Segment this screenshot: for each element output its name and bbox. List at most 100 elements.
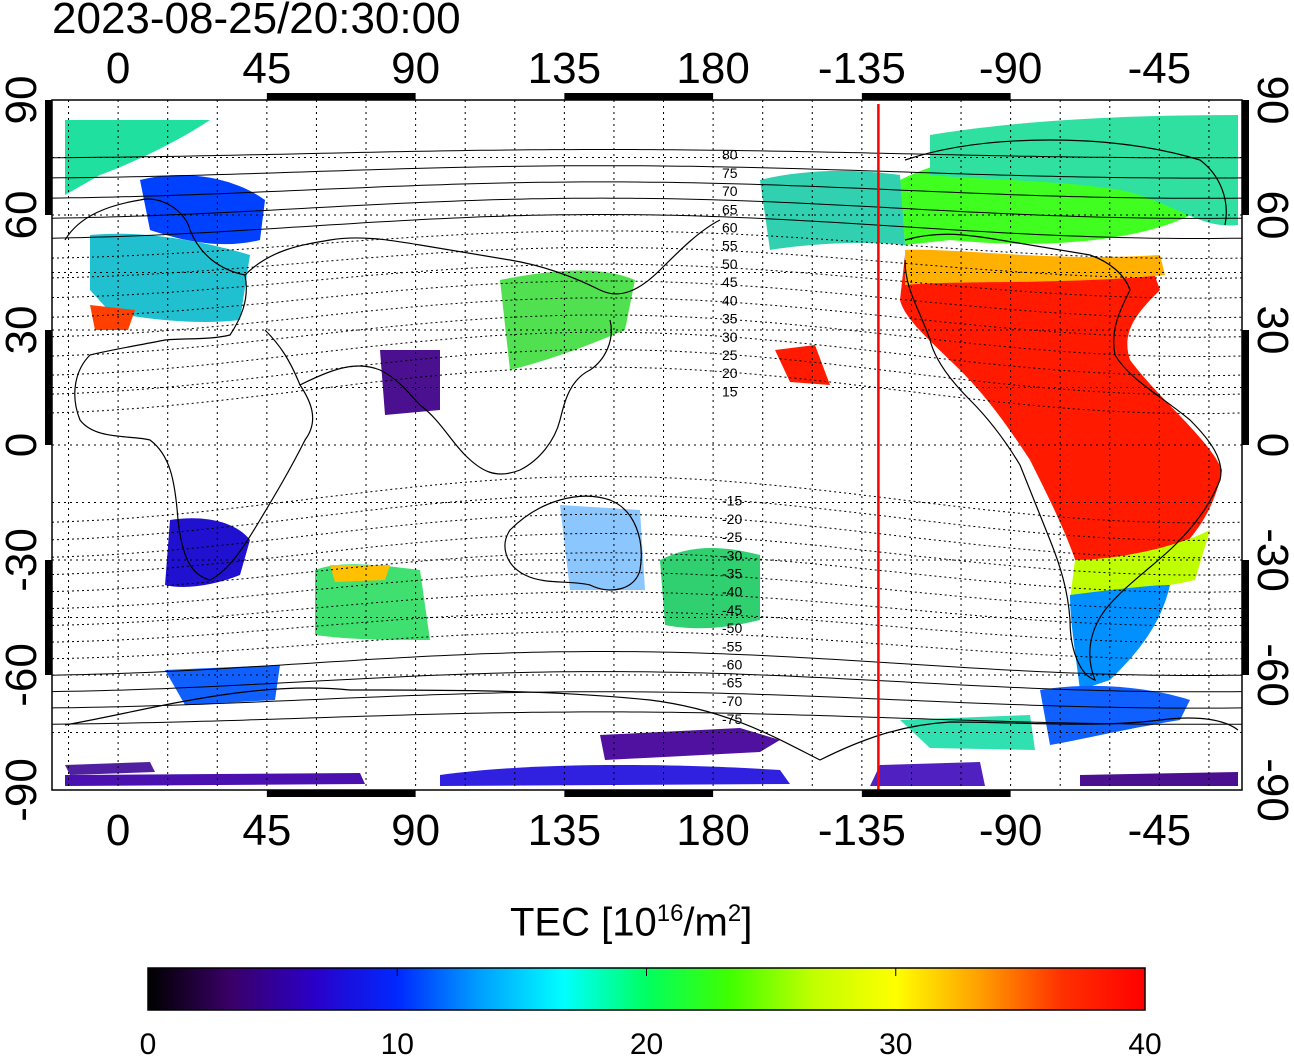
magnetic-contour — [51, 165, 1243, 179]
tec-region-antarctic-1 — [65, 762, 155, 775]
colorbar-tick-label: 40 — [1128, 1028, 1161, 1057]
magnetic-latitude-label: -65 — [722, 675, 742, 691]
magnetic-latitude-label: -55 — [722, 638, 742, 654]
colorbar-title-exp1: 16 — [656, 900, 684, 927]
axis-bar-bottom — [564, 790, 714, 797]
tec-region-americas — [900, 255, 1222, 575]
top-longitude-label: 45 — [242, 44, 291, 93]
magnetic-contour — [51, 263, 1243, 299]
bottom-longitude-label: 135 — [528, 806, 601, 855]
top-longitude-label: -90 — [979, 44, 1043, 93]
axis-bar-bottom — [266, 790, 416, 797]
left-latitude-label: 60 — [0, 191, 46, 240]
right-latitude-label: 0 — [1248, 433, 1294, 457]
bottom-longitude-labels: 0 45 90 135 180 -135 -90 -45 — [106, 806, 1191, 855]
axis-bar-right — [1242, 100, 1249, 215]
top-longitude-label: 0 — [106, 44, 130, 93]
tec-region-newzealand — [660, 548, 760, 629]
magnetic-latitude-label: -60 — [722, 657, 742, 673]
axis-bars — [45, 93, 1249, 797]
magnetic-latitude-label: -45 — [722, 602, 742, 618]
magnetic-latitude-label: -75 — [722, 711, 742, 727]
bottom-longitude-label: -90 — [979, 806, 1043, 855]
magnetic-latitude-label: 20 — [722, 365, 738, 381]
axis-bar-top — [564, 93, 714, 100]
tec-region-antarctic-3 — [440, 765, 790, 786]
magnetic-contour — [51, 230, 1243, 259]
bottom-longitude-label: 90 — [391, 806, 440, 855]
colorbar-tick-label: 30 — [879, 1028, 912, 1057]
coastline-asia — [244, 219, 721, 475]
magnetic-contour — [51, 631, 1243, 660]
right-latitude-label: 30 — [1248, 306, 1294, 355]
left-latitude-labels: 90 60 30 0 -30 -60 -90 — [0, 76, 46, 822]
magnetic-contour — [51, 366, 1243, 415]
axis-bar-right — [1242, 330, 1249, 445]
magnetic-contour — [51, 611, 1243, 643]
magnetic-contour — [51, 214, 1243, 239]
map-title: 2023-08-25/20:30:00 — [52, 0, 461, 43]
tec-region-scandinavia — [140, 175, 265, 245]
magnetic-contour — [51, 181, 1243, 199]
magnetic-latitude-label: 65 — [722, 201, 738, 217]
tec-region-hawaii — [775, 345, 830, 385]
right-latitude-labels: 90 60 30 0 -30 -60 -90 — [1248, 76, 1294, 822]
tec-region-antarctic-penin — [1040, 685, 1190, 745]
left-latitude-label: -60 — [0, 643, 46, 707]
magnetic-latitude-label: 30 — [722, 329, 738, 345]
colorbar-title-exp2: 2 — [727, 900, 742, 927]
magnetic-latitude-labels: 80 75 70 65 60 55 50 45 40 35 30 25 20 15 -15 -20 -25 -30… — [722, 147, 742, 727]
coastline-antarctica — [64, 687, 1239, 761]
tec-region-antarctic-5 — [870, 762, 985, 786]
colorbar-title-unit: /m — [683, 900, 728, 945]
magnetic-contour — [51, 247, 1243, 279]
bottom-longitude-label: 180 — [676, 806, 749, 855]
tec-data-layer — [65, 115, 1238, 786]
tec-region-japan — [500, 270, 635, 370]
magnetic-latitude-label: -25 — [722, 529, 742, 545]
right-latitude-label: -60 — [1248, 643, 1294, 707]
bottom-longitude-label: -135 — [818, 806, 906, 855]
magnetic-latitude-label: 35 — [722, 311, 738, 327]
magnetic-latitude-label: -35 — [722, 566, 742, 582]
magnetic-contour — [52, 149, 1243, 159]
magnetic-latitude-label: 70 — [722, 183, 738, 199]
tec-region-europe — [90, 233, 250, 323]
axis-bar-left — [45, 330, 52, 445]
colorbar-title-main: TEC [10 — [510, 900, 657, 945]
magnetic-latitude-label: -15 — [722, 493, 742, 509]
magnetic-latitude-label: -30 — [722, 547, 742, 563]
axis-bar-left — [45, 100, 52, 215]
top-longitude-label: 90 — [391, 44, 440, 93]
magnetic-latitude-label: 55 — [722, 238, 738, 254]
left-latitude-label: 90 — [0, 76, 46, 125]
magnetic-contour — [51, 571, 1243, 610]
magnetic-contour — [51, 475, 1243, 524]
magnetic-latitude-label: 75 — [722, 165, 738, 181]
left-latitude-label: 30 — [0, 306, 46, 355]
top-longitude-label: 180 — [676, 44, 749, 93]
coastline-americas — [904, 233, 1222, 681]
bottom-longitude-label: 0 — [106, 806, 130, 855]
magnetic-latitude-label: 15 — [722, 383, 738, 399]
magnetic-latitude-label: -50 — [722, 620, 742, 636]
magnetic-latitude-label: 45 — [722, 274, 738, 290]
magnetic-contour — [51, 494, 1243, 541]
left-latitude-label: -90 — [0, 758, 46, 822]
magnetic-latitude-label: 80 — [722, 147, 738, 163]
colorbar-title: TEC [1016/m2] — [510, 900, 752, 945]
magnetic-contour — [51, 591, 1243, 627]
magnetic-contour — [51, 331, 1243, 377]
magnetic-contour — [51, 314, 1243, 357]
magnetic-contour — [51, 711, 1242, 725]
left-latitude-label: 0 — [0, 433, 46, 457]
right-latitude-label: -90 — [1248, 758, 1294, 822]
tec-region-southafrica — [165, 518, 250, 587]
right-latitude-label: 60 — [1248, 191, 1294, 240]
coastline-north-america-top — [904, 139, 1227, 226]
bottom-longitude-label: -45 — [1128, 806, 1192, 855]
top-longitude-label: 135 — [528, 44, 601, 93]
right-latitude-label: -30 — [1248, 528, 1294, 592]
top-longitude-label: -135 — [818, 44, 906, 93]
tec-region-southam-band — [1070, 530, 1210, 600]
